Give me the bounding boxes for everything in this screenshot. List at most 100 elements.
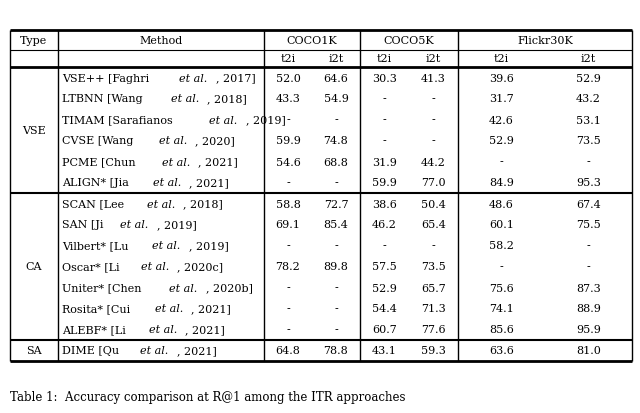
Text: SCAN [Lee: SCAN [Lee	[62, 199, 127, 209]
Text: DIME [Qu: DIME [Qu	[62, 346, 123, 356]
Text: et al.: et al.	[147, 199, 175, 209]
Text: et al.: et al.	[179, 74, 207, 83]
Text: i2t: i2t	[328, 55, 344, 64]
Text: 53.1: 53.1	[576, 115, 601, 125]
Text: -: -	[383, 241, 387, 251]
Text: 43.1: 43.1	[372, 346, 397, 356]
Text: 52.9: 52.9	[489, 136, 514, 146]
Text: , 2021]: , 2021]	[186, 325, 225, 335]
Text: 78.2: 78.2	[276, 262, 300, 272]
Text: -: -	[383, 115, 387, 125]
Text: 74.8: 74.8	[324, 136, 348, 146]
Text: t2i: t2i	[280, 55, 296, 64]
Text: 58.2: 58.2	[489, 241, 514, 251]
Text: -: -	[500, 157, 504, 167]
Text: 60.1: 60.1	[489, 220, 514, 230]
Text: COCO5K: COCO5K	[383, 36, 435, 46]
Text: , 2018]: , 2018]	[183, 199, 223, 209]
Text: VSE: VSE	[22, 126, 46, 136]
Text: 75.6: 75.6	[489, 283, 514, 293]
Text: 67.4: 67.4	[576, 199, 601, 209]
Text: i2t: i2t	[581, 55, 596, 64]
Text: -: -	[286, 115, 290, 125]
Text: , 2019]: , 2019]	[246, 115, 285, 125]
Text: , 2021]: , 2021]	[191, 304, 231, 314]
Text: et al.: et al.	[120, 220, 148, 230]
Text: PCME [Chun: PCME [Chun	[62, 157, 139, 167]
Text: 64.8: 64.8	[276, 346, 300, 356]
Text: -: -	[587, 241, 590, 251]
Text: -: -	[334, 115, 338, 125]
Text: -: -	[286, 241, 290, 251]
Text: et al.: et al.	[161, 157, 190, 167]
Text: t2i: t2i	[377, 55, 392, 64]
Text: et al.: et al.	[141, 262, 169, 272]
Text: et al.: et al.	[159, 136, 187, 146]
Text: ALEBF* [Li: ALEBF* [Li	[62, 325, 129, 335]
Text: , 2020]: , 2020]	[195, 136, 235, 146]
Text: SA: SA	[26, 346, 42, 356]
Text: Type: Type	[20, 36, 47, 46]
Text: CA: CA	[26, 262, 42, 272]
Text: , 2021]: , 2021]	[198, 157, 238, 167]
Text: 85.4: 85.4	[324, 220, 348, 230]
Text: , 2019]: , 2019]	[189, 241, 228, 251]
Text: -: -	[334, 178, 338, 188]
Text: 52.9: 52.9	[372, 283, 397, 293]
Text: VSE++ [Faghri: VSE++ [Faghri	[62, 74, 153, 83]
Text: , 2017]: , 2017]	[216, 74, 255, 83]
Text: 46.2: 46.2	[372, 220, 397, 230]
Text: 72.7: 72.7	[324, 199, 348, 209]
Text: -: -	[334, 304, 338, 314]
Text: , 2020c]: , 2020c]	[177, 262, 223, 272]
Text: 59.9: 59.9	[276, 136, 300, 146]
Text: i2t: i2t	[426, 55, 441, 64]
Text: CVSE [Wang: CVSE [Wang	[62, 136, 137, 146]
Text: 52.0: 52.0	[276, 74, 300, 83]
Text: -: -	[286, 283, 290, 293]
Text: COCO1K: COCO1K	[287, 36, 337, 46]
Text: -: -	[587, 262, 590, 272]
Text: et al.: et al.	[169, 283, 197, 293]
Text: -: -	[500, 262, 504, 272]
Text: et al.: et al.	[209, 115, 237, 125]
Text: 43.3: 43.3	[276, 94, 300, 104]
Text: Method: Method	[140, 36, 182, 46]
Text: 54.4: 54.4	[372, 304, 397, 314]
Text: , 2018]: , 2018]	[207, 94, 247, 104]
Text: 54.6: 54.6	[276, 157, 300, 167]
Text: -: -	[286, 304, 290, 314]
Text: et al.: et al.	[149, 325, 177, 335]
Text: 54.9: 54.9	[324, 94, 348, 104]
Text: 31.7: 31.7	[489, 94, 514, 104]
Text: 31.9: 31.9	[372, 157, 397, 167]
Text: LTBNN [Wang: LTBNN [Wang	[62, 94, 146, 104]
Text: 73.5: 73.5	[421, 262, 446, 272]
Text: -: -	[334, 241, 338, 251]
Text: 59.9: 59.9	[372, 178, 397, 188]
Text: 38.6: 38.6	[372, 199, 397, 209]
Text: 77.6: 77.6	[421, 325, 446, 335]
Text: Uniter* [Chen: Uniter* [Chen	[62, 283, 145, 293]
Text: 87.3: 87.3	[576, 283, 601, 293]
Text: -: -	[431, 136, 435, 146]
Text: et al.: et al.	[153, 178, 181, 188]
Text: 65.4: 65.4	[421, 220, 446, 230]
Text: 75.5: 75.5	[576, 220, 601, 230]
Text: TIMAM [Sarafianos: TIMAM [Sarafianos	[62, 115, 176, 125]
Text: -: -	[286, 178, 290, 188]
Text: 73.5: 73.5	[576, 136, 601, 146]
Text: -: -	[383, 94, 387, 104]
Text: 43.2: 43.2	[576, 94, 601, 104]
Text: -: -	[286, 325, 290, 335]
Text: 95.3: 95.3	[576, 178, 601, 188]
Text: 65.7: 65.7	[421, 283, 446, 293]
Text: , 2019]: , 2019]	[157, 220, 196, 230]
Text: 44.2: 44.2	[421, 157, 446, 167]
Text: 69.1: 69.1	[276, 220, 300, 230]
Text: Flickr30K: Flickr30K	[517, 36, 573, 46]
Text: Table 1:  Accuracy comparison at R@1 among the ITR approaches: Table 1: Accuracy comparison at R@1 amon…	[10, 391, 406, 404]
Text: 58.8: 58.8	[276, 199, 300, 209]
Text: 59.3: 59.3	[421, 346, 446, 356]
Text: et al.: et al.	[155, 304, 183, 314]
